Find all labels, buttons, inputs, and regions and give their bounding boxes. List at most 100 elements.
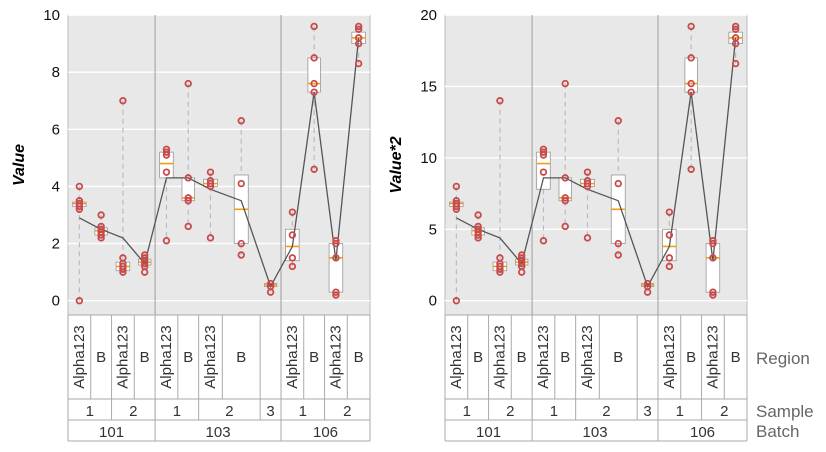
box [328,243,344,293]
sample-label: 2 [225,403,233,420]
region-label: Alpha123 [535,325,552,388]
data-point [184,222,192,231]
sample-label: 1 [173,403,181,420]
data-point [332,239,340,248]
data-point [332,237,340,245]
region-label: Alpha123 [114,325,131,388]
y-tick-label: 0 [429,293,437,310]
level-name-sample: Sample [756,402,814,421]
data-point [709,291,717,299]
batch-label: 106 [690,424,715,441]
data-point [496,97,504,105]
data-point [237,117,245,125]
data-point [561,197,569,205]
data-point [75,182,84,191]
y-axis-label: Value*2 [388,136,405,193]
data-point [237,179,245,188]
data-point [97,211,105,219]
sample-label: 1 [86,403,94,420]
data-point [266,282,275,291]
y-tick-label: 0 [52,293,60,310]
data-point [237,239,245,248]
data-point [452,197,461,205]
data-point [561,194,569,202]
data-point [162,148,171,156]
data-point [709,239,717,248]
data-point [354,59,363,68]
data-point [709,288,717,296]
data-point [452,297,461,305]
y-axis-label: Value [11,144,28,186]
data-point [452,199,461,208]
data-point [162,237,171,245]
data-point [206,177,215,185]
region-label: Alpha123 [704,325,721,388]
data-point [206,179,215,188]
data-point [614,117,622,125]
data-point [206,168,215,176]
category-axis: Alpha123 B Alpha123 B Alpha123 B Alpha123 B Alph… [444,314,748,442]
data-point [354,34,363,42]
data-point [539,237,548,245]
data-point [687,165,695,173]
region-label: B [560,349,570,366]
sample-label: 1 [463,403,471,420]
region-label: B [517,349,527,366]
data-point [474,225,482,233]
plot-area [67,14,371,316]
data-point [184,197,192,205]
data-point [731,59,740,68]
y-tick-label: 20 [420,7,437,24]
y-tick-label: 6 [52,121,60,138]
data-point [184,79,192,88]
box [159,151,174,179]
data-point [731,22,740,31]
data-point [687,79,695,88]
data-point [539,148,548,156]
category-axis: Alpha123 B Alpha123 B Alpha123 B Alpha123 B Alph… [67,314,371,442]
data-point [140,254,149,262]
data-point [561,79,569,88]
sample-label: 1 [676,403,684,420]
level-name-region: Region [756,349,810,368]
data-point [332,291,340,299]
data-point [614,239,622,248]
region-label: Alpha123 [202,325,219,388]
batch-label: 103 [206,424,231,441]
data-point [237,251,245,259]
region-label: B [731,349,741,366]
data-point [140,251,149,259]
batch-label: 103 [583,424,608,441]
y-tick-label: 10 [420,150,437,167]
sample-label: 2 [343,403,351,420]
data-point [583,177,592,185]
y-tick-label: 8 [52,64,60,81]
region-label: Alpha123 [284,325,301,388]
data-point [496,262,504,271]
data-point [266,279,275,288]
data-point [583,234,592,242]
data-point [75,297,84,305]
data-point [162,168,171,176]
sample-label: 2 [129,403,137,420]
data-point [561,174,569,182]
region-label: B [354,349,364,366]
region-label: Alpha123 [71,325,88,388]
data-point [643,282,652,291]
data-point [687,54,695,62]
data-point [119,254,127,262]
data-point [75,197,84,205]
region-label: Alpha123 [448,325,465,388]
y-tick-label: 15 [420,78,437,95]
data-point [614,251,622,259]
region-label: Alpha123 [158,325,175,388]
data-point [709,237,717,245]
data-point [474,211,482,219]
sample-label: 2 [506,403,514,420]
data-point [97,225,105,233]
data-point [206,234,215,242]
